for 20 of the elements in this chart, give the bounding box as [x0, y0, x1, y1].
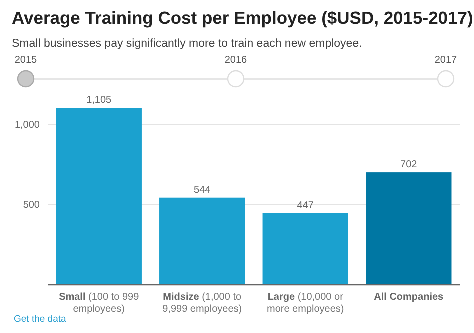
- chart-title: Average Training Cost per Employee ($USD, 2015-2017): [12, 8, 474, 28]
- text: Get the data: [14, 314, 68, 325]
- bar: [366, 172, 452, 285]
- x-tick-label: Small (100 to 999 employees): [59, 292, 140, 315]
- y-tick-label: 1,000: [14, 120, 40, 132]
- y-tick-label: 500: [23, 200, 40, 212]
- data-label: 702: [400, 160, 418, 171]
- chart-subtitle: Small businesses pay significantly more to train each new employee.: [12, 38, 362, 50]
- category-label: Large (10,000 or more employees): [266, 292, 344, 315]
- bar: [160, 198, 246, 285]
- bar: [262, 213, 348, 285]
- data-label: 1,105: [86, 95, 112, 106]
- bar: [56, 108, 142, 285]
- category-label: Midsize (1,000 to 9,999 employees): [162, 292, 242, 315]
- category-label: 2017: [434, 55, 458, 66]
- category-label: 2016: [224, 55, 248, 66]
- category-label: 2015: [14, 55, 38, 66]
- data-label: 447: [297, 200, 314, 212]
- data-label: 544: [194, 184, 212, 196]
- x-tick-label: All Companies: [374, 292, 444, 303]
